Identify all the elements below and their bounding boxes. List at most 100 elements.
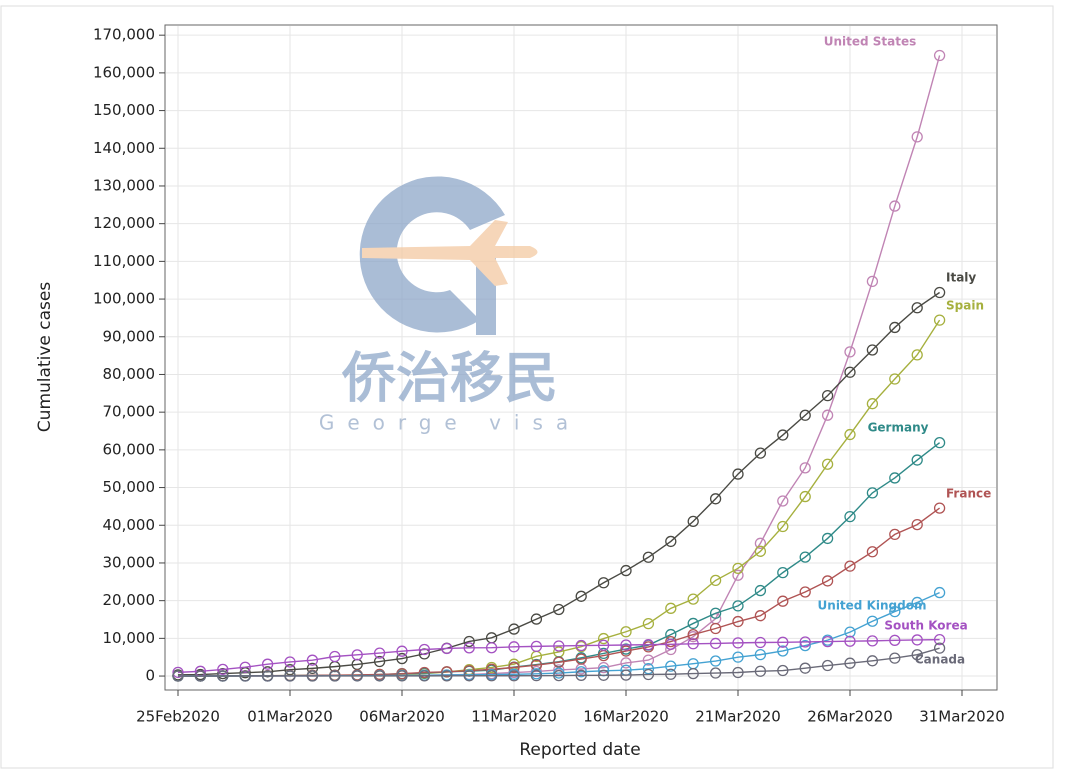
data-point — [732, 562, 744, 574]
x-tick-label: 01Mar2020 — [247, 708, 333, 726]
data-point — [866, 635, 879, 647]
data-point — [799, 490, 811, 503]
data-point — [754, 648, 767, 661]
data-point — [665, 602, 677, 614]
y-tick-label: 170,000 — [93, 26, 155, 44]
data-point — [933, 633, 946, 646]
data-point — [754, 447, 767, 459]
data-point — [575, 590, 587, 602]
data-point — [284, 670, 296, 682]
data-point — [687, 628, 699, 641]
x-tick-label: 26Mar2020 — [807, 708, 893, 726]
data-point — [732, 666, 744, 679]
y-tick-label: 0 — [145, 667, 155, 685]
series-label: South Korea — [884, 619, 967, 633]
data-point — [396, 652, 408, 665]
data-point — [799, 462, 811, 474]
data-point — [687, 593, 699, 605]
data-point — [239, 670, 251, 682]
data-point — [799, 662, 811, 674]
series — [172, 633, 946, 679]
data-point — [373, 647, 386, 659]
data-point — [754, 636, 767, 649]
data-point — [709, 655, 722, 667]
x-tick-label: 06Mar2020 — [359, 708, 445, 726]
data-point — [575, 666, 587, 678]
data-point — [709, 607, 722, 619]
data-point — [889, 373, 901, 385]
data-point — [620, 564, 632, 577]
data-point — [463, 642, 475, 654]
data-point — [553, 656, 565, 668]
data-point — [620, 639, 632, 651]
data-point — [351, 670, 363, 682]
data-point — [463, 670, 475, 682]
data-point — [261, 670, 274, 682]
data-point — [553, 603, 565, 616]
data-point — [821, 635, 834, 648]
data-point — [306, 670, 319, 682]
data-point — [284, 664, 296, 676]
series-label: France — [946, 487, 991, 501]
data-point — [329, 670, 341, 682]
logo-g — [359, 176, 505, 333]
x-axis-title: Reported date — [519, 740, 640, 760]
data-point — [373, 670, 386, 682]
data-point — [732, 569, 744, 581]
data-point — [732, 600, 744, 612]
data-point — [732, 637, 744, 649]
data-point — [530, 640, 543, 653]
data-point — [799, 551, 811, 563]
y-tick-label: 60,000 — [103, 440, 156, 458]
data-point — [642, 551, 655, 563]
data-point — [933, 586, 946, 599]
x-tick-label: 25Feb2020 — [136, 708, 220, 726]
data-point — [866, 275, 879, 288]
data-point — [396, 670, 408, 682]
data-point — [665, 668, 677, 680]
data-point — [754, 537, 767, 549]
data-point — [620, 645, 632, 657]
data-point — [911, 302, 923, 314]
data-point — [620, 669, 632, 681]
y-tick-label: 70,000 — [103, 403, 156, 421]
data-point — [844, 626, 856, 638]
data-point — [911, 349, 923, 361]
data-point — [687, 638, 699, 650]
series — [172, 286, 946, 681]
data-point — [866, 655, 879, 667]
x-tick-label: 31Mar2020 — [919, 708, 1005, 726]
data-point — [553, 669, 565, 682]
data-point — [933, 286, 946, 299]
data-point — [844, 366, 856, 378]
data-point — [709, 622, 722, 635]
data-point — [687, 515, 699, 528]
grid — [166, 26, 996, 689]
data-point — [777, 520, 789, 533]
data-point — [799, 586, 811, 598]
data-point — [866, 487, 879, 499]
data-point — [844, 560, 856, 572]
data-point — [642, 654, 655, 666]
data-point — [508, 641, 520, 653]
data-point — [933, 436, 946, 449]
data-point — [597, 639, 610, 651]
data-point — [911, 131, 923, 143]
data-point — [866, 398, 879, 410]
data-point — [933, 314, 946, 326]
x-tick-label: 11Mar2020 — [471, 708, 557, 726]
data-point — [732, 468, 744, 480]
data-point — [777, 429, 789, 441]
data-point — [463, 635, 475, 648]
series-label: Canada — [915, 653, 965, 667]
data-point — [844, 657, 856, 669]
data-point — [530, 613, 543, 625]
data-point — [642, 668, 655, 681]
data-point — [441, 642, 453, 655]
data-point — [754, 665, 767, 677]
y-tick-label: 90,000 — [103, 327, 156, 345]
y-tick-label: 50,000 — [103, 478, 156, 496]
data-point — [933, 49, 946, 62]
series-label: United States — [824, 35, 917, 49]
